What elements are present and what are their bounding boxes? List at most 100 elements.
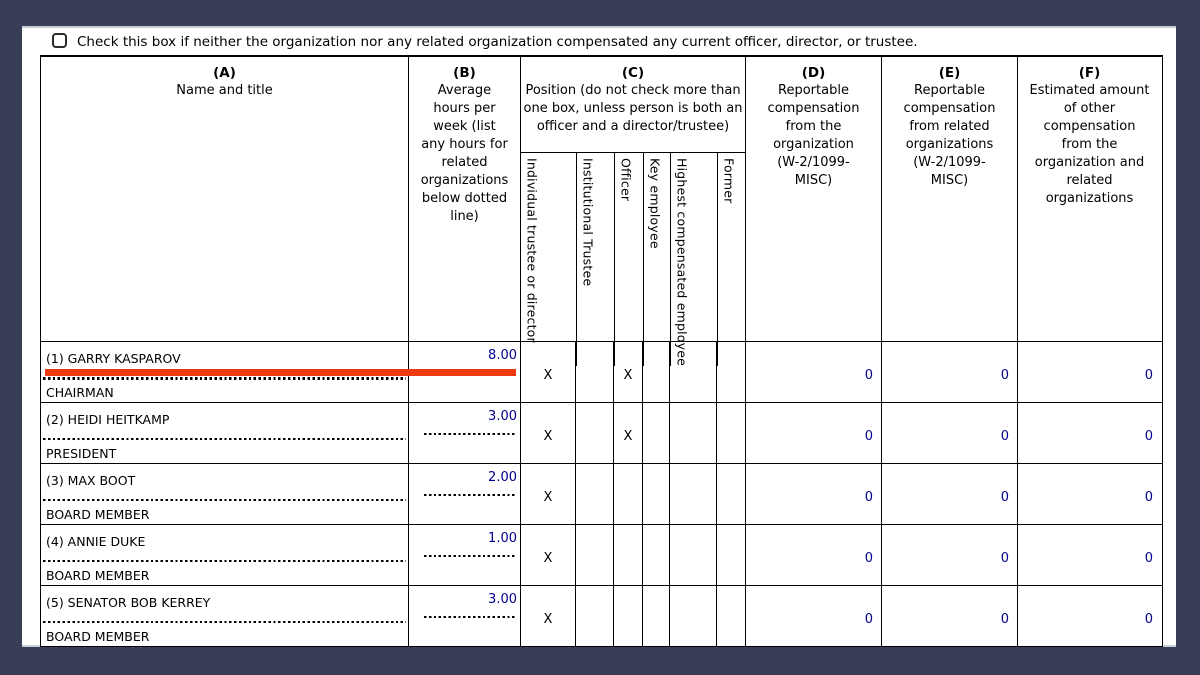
hours-value: 3.00 [488,591,517,607]
position-individual-trustee-cell: X [520,342,575,402]
column-header-reportable-comp-related: (E) Reportable compensation from related… [881,57,1017,366]
name-title-cell: (4) ANNIE DUKE BOARD MEMBER [41,525,408,585]
column-letter: (F) [1078,65,1101,81]
column-letter: (C) [621,65,645,81]
subcolumn-officer: Officer [614,152,643,366]
table-body: (1) GARRY KASPAROV CHAIRMAN 8.00 X X 0 0… [41,342,1162,646]
column-letter: (B) [453,65,476,81]
comp-other-cell: 0 [1017,402,1161,463]
column-header-name-title: (A) Name and title [41,57,408,366]
position-former-cell [716,342,745,402]
average-hours-cell: 3.00 [408,402,520,463]
position-former-cell [716,402,745,463]
name-title-cell: (1) GARRY KASPAROV CHAIRMAN [41,342,516,402]
position-former-cell [716,524,745,585]
position-individual-trustee-cell: X [520,463,575,524]
comp-from-org-cell: 0 [745,463,881,524]
table-row: (2) HEIDI HEITKAMP PRESIDENT 3.00 X X 0 … [41,401,1162,463]
hours-value: 1.00 [488,530,517,546]
dotted-separator [424,432,517,435]
table-row: (1) GARRY KASPAROV CHAIRMAN 8.00 X X 0 0… [41,342,1162,402]
position-institutional-trustee-cell [575,463,613,524]
highlight-red-line [45,369,516,376]
position-key-employee-cell [642,524,669,585]
position-institutional-trustee-cell [575,524,613,585]
position-highest-compensated-cell [669,585,716,646]
column-header-estimated-other-comp: (F) Estimated amount of other compensati… [1017,57,1161,366]
dotted-separator [43,437,406,440]
subcolumn-key-employee: Key employee [643,152,670,366]
column-title: Position (do not check more than one box… [523,83,743,134]
position-officer-cell [613,585,642,646]
dotted-separator [424,615,517,618]
column-title: Reportable compensation from related org… [903,83,996,188]
column-title: Name and title [176,83,273,98]
name-title-cell: (2) HEIDI HEITKAMP PRESIDENT [41,403,408,463]
position-subcolumns: Individual trustee or director Instituti… [521,152,746,366]
no-compensation-checkbox-label: Check this box if neither the organizati… [77,33,918,50]
person-name: (4) ANNIE DUKE [46,533,146,549]
position-former-cell [716,585,745,646]
person-title: PRESIDENT [46,445,117,461]
subcolumn-institutional-trustee: Institutional Trustee [576,152,614,366]
average-hours-cell: 2.00 [408,463,520,524]
position-officer-cell: X [613,402,642,463]
column-title: Average hours per week (list any hours f… [420,83,509,224]
position-individual-trustee-cell: X [520,402,575,463]
column-header-average-hours: (B) Average hours per week (list any hou… [408,57,520,366]
position-institutional-trustee-cell [575,585,613,646]
comp-from-related-cell: 0 [881,342,1017,402]
position-individual-trustee-cell: X [520,585,575,646]
dotted-separator [43,377,406,380]
position-key-employee-cell [642,463,669,524]
dotted-separator [43,559,406,562]
position-key-employee-cell [642,342,669,402]
comp-from-related-cell: 0 [881,524,1017,585]
name-title-cell: (5) SENATOR BOB KERREY BOARD MEMBER [41,586,408,646]
person-name: (1) GARRY KASPAROV [46,351,181,366]
subcolumn-individual-trustee: Individual trustee or director [524,157,540,343]
position-key-employee-cell [642,402,669,463]
dotted-separator [43,498,406,501]
person-title: BOARD MEMBER [46,567,150,583]
column-header-position: (C) Position (do not check more than one… [520,57,745,366]
column-letter: (A) [213,65,236,81]
comp-other-cell: 0 [1017,463,1161,524]
position-institutional-trustee-cell [575,342,613,402]
position-officer-cell: X [613,342,642,402]
comp-other-cell: 0 [1017,524,1161,585]
column-letter: (E) [938,65,961,81]
comp-from-related-cell: 0 [881,402,1017,463]
position-individual-trustee-cell: X [520,524,575,585]
comp-other-cell: 0 [1017,585,1161,646]
hours-value: 3.00 [488,408,517,424]
person-name: (5) SENATOR BOB KERREY [46,594,211,610]
position-header-caption: (C) Position (do not check more than one… [521,57,745,153]
comp-from-related-cell: 0 [881,585,1017,646]
hours-value: 8.00 [488,348,517,363]
subcolumn-highest-compensated: Highest compensated employee [670,152,717,366]
table-header: (A) Name and title (B) Average hours per… [41,57,1162,366]
average-hours-cell: 3.00 [408,585,520,646]
column-title: Reportable compensation from the organiz… [767,83,860,188]
comp-from-org-cell: 0 [745,402,881,463]
column-title: Estimated amount of other compensation f… [1029,83,1150,206]
hours-value: 2.00 [488,469,517,485]
position-institutional-trustee-cell [575,402,613,463]
person-title: BOARD MEMBER [46,628,150,644]
comp-other-cell: 0 [1017,342,1161,402]
subcolumn-former: Former [717,152,746,366]
position-highest-compensated-cell [669,342,716,402]
name-title-cell: (3) MAX BOOT BOARD MEMBER [41,464,408,524]
no-compensation-checkbox[interactable] [52,32,67,48]
dotted-separator [424,493,517,496]
average-hours-cell: 1.00 [408,524,520,585]
person-title: BOARD MEMBER [46,506,150,522]
comp-from-related-cell: 0 [881,463,1017,524]
comp-from-org-cell: 0 [745,585,881,646]
table-row: (4) ANNIE DUKE BOARD MEMBER 1.00 X 0 0 0 [41,523,1162,585]
column-letter: (D) [801,65,826,81]
person-name: (2) HEIDI HEITKAMP [46,411,170,427]
person-name: (3) MAX BOOT [46,472,136,488]
dotted-separator [43,620,406,623]
